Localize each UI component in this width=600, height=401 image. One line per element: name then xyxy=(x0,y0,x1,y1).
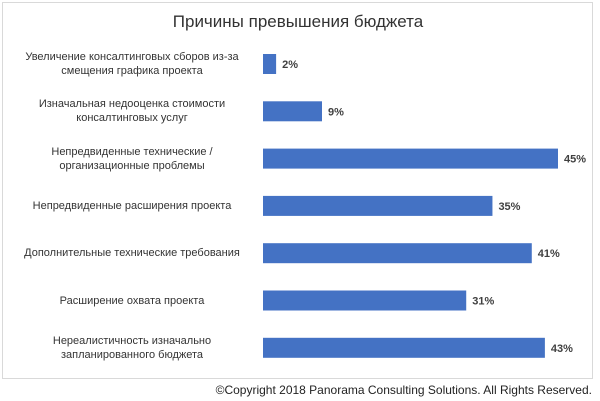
bar xyxy=(263,101,322,122)
value-label: 43% xyxy=(551,343,573,355)
bar xyxy=(263,54,277,74)
value-label: 41% xyxy=(538,248,560,260)
category-label: Дополнительные технические требования xyxy=(24,247,240,260)
category-label: Увеличение консалтинговых сборов из-за с… xyxy=(25,51,239,77)
bar xyxy=(263,243,532,264)
value-label: 2% xyxy=(282,59,298,71)
value-label: 31% xyxy=(472,296,494,308)
value-label: 9% xyxy=(328,106,344,118)
category-label: Непредвиденные технические / организацио… xyxy=(51,145,213,172)
bar xyxy=(263,148,558,169)
bar xyxy=(263,337,545,358)
chart-title: Причины превышения бюджета xyxy=(172,12,424,31)
bar xyxy=(263,195,493,216)
value-label: 45% xyxy=(564,154,586,166)
bar xyxy=(263,290,467,311)
chart-frame xyxy=(2,2,593,379)
category-label: Непредвиденные расширения проекта xyxy=(32,199,232,212)
copyright: ©Copyright 2018 Panorama Consulting Solu… xyxy=(215,383,592,397)
category-label: Нереалистичность изначально запланирован… xyxy=(52,334,212,361)
category-label: Расширение охвата проекта xyxy=(59,294,205,307)
value-label: 35% xyxy=(498,201,520,213)
category-label: Изначальная недооценка стоимости консалт… xyxy=(38,98,226,125)
